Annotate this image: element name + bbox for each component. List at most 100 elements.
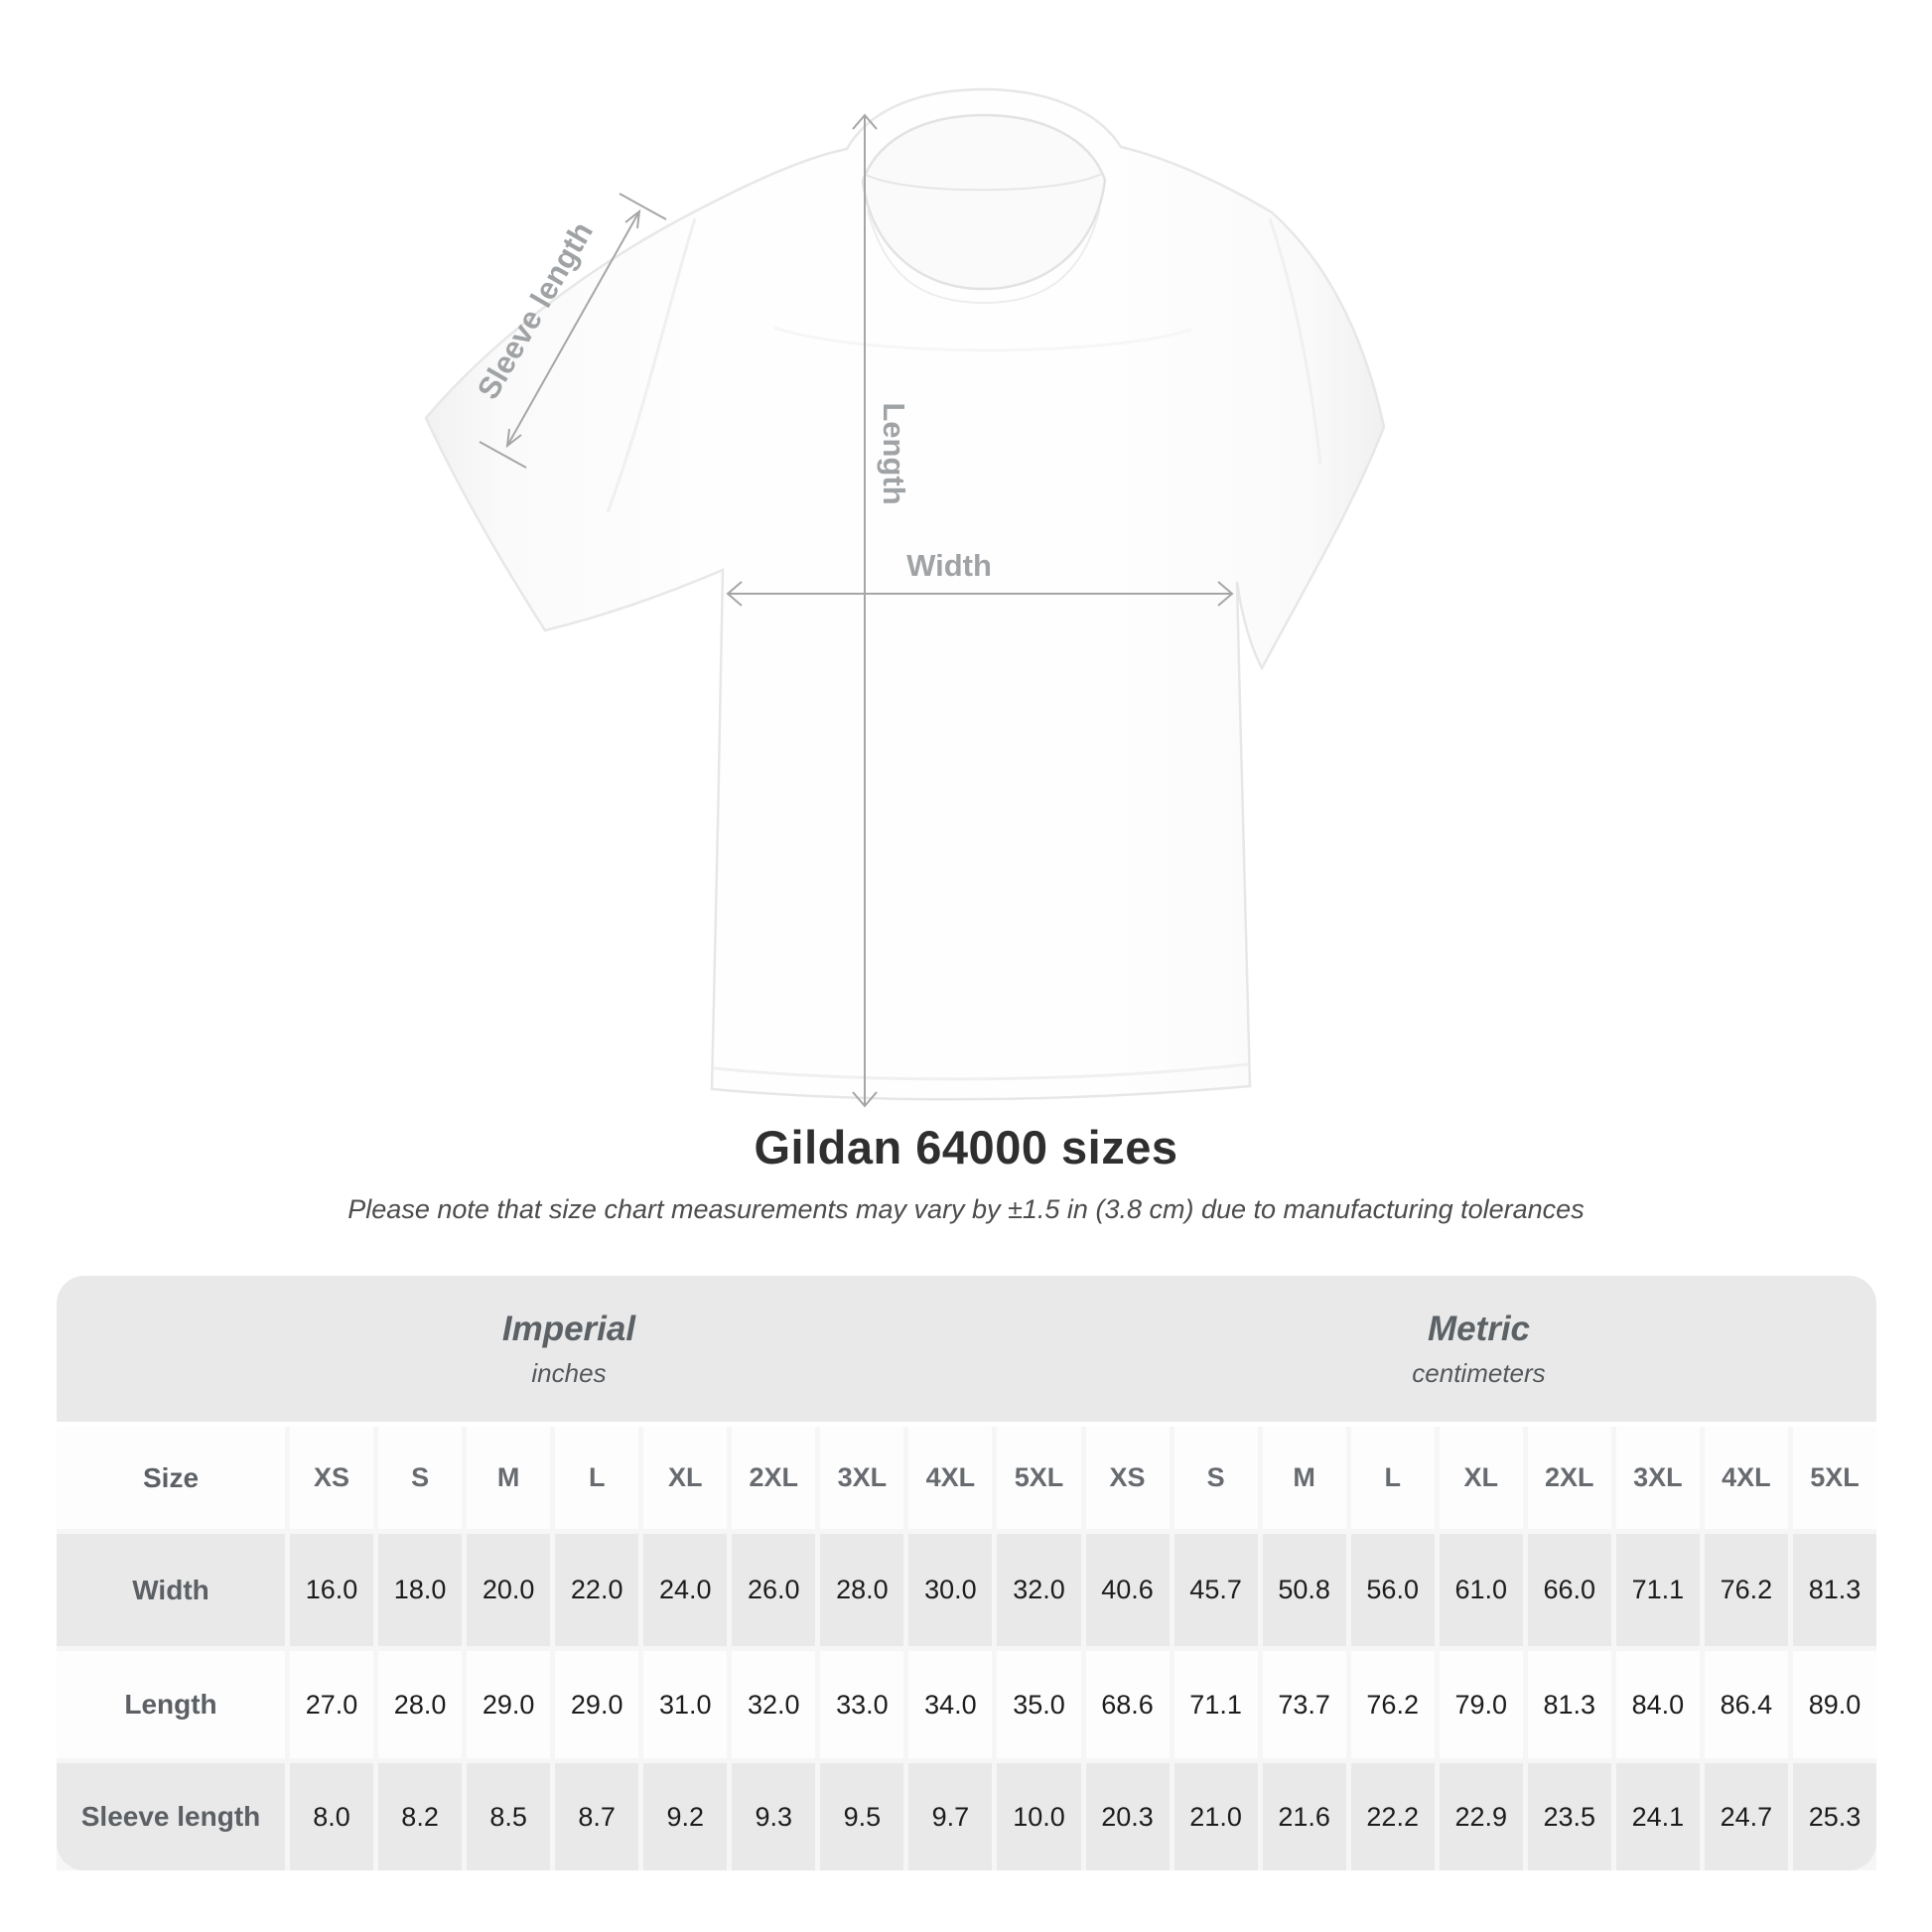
length-value: 27.0 <box>290 1651 374 1758</box>
imperial-header: Imperial inches <box>57 1276 1081 1422</box>
shirt-chest-wrinkle <box>773 326 1192 352</box>
sleeve-value: 10.0 <box>997 1763 1081 1870</box>
title-block: Gildan 64000 sizes Please note that size… <box>0 1120 1932 1225</box>
metric-title: Metric <box>1427 1309 1531 1348</box>
metric-subtitle: centimeters <box>1412 1357 1546 1388</box>
row-label-length: Length <box>57 1651 285 1758</box>
length-value: 89.0 <box>1792 1651 1876 1758</box>
metric-header: Metric centimeters <box>1081 1276 1876 1422</box>
length-value: 32.0 <box>732 1651 816 1758</box>
sleeve-length-dimension <box>479 193 667 469</box>
width-value: 28.0 <box>820 1534 904 1646</box>
sleeve-value: 8.2 <box>378 1763 463 1870</box>
row-label-sleeve-length: Sleeve length <box>57 1763 285 1870</box>
imperial-subtitle: inches <box>531 1357 607 1388</box>
size-cell: 3XL <box>820 1427 904 1529</box>
shirt-right-sleeve-seam <box>1268 217 1322 466</box>
width-value: 24.0 <box>643 1534 728 1646</box>
unit-header-band: Imperial inches Metric centimeters <box>57 1276 1876 1422</box>
width-value: 45.7 <box>1173 1534 1258 1646</box>
size-cell: XS <box>290 1427 374 1529</box>
imperial-title: Imperial <box>501 1309 636 1348</box>
length-value: 35.0 <box>997 1651 1081 1758</box>
width-value: 56.0 <box>1350 1534 1435 1646</box>
shirt-hem-seam <box>713 1062 1249 1081</box>
length-value: 86.4 <box>1704 1651 1788 1758</box>
length-value: 84.0 <box>1615 1651 1700 1758</box>
width-value: 50.8 <box>1262 1534 1346 1646</box>
size-cell: 4XL <box>908 1427 993 1529</box>
width-value: 71.1 <box>1615 1534 1700 1646</box>
shirt-neck-seam <box>867 207 1101 305</box>
width-value: 16.0 <box>290 1534 374 1646</box>
length-value: 29.0 <box>555 1651 639 1758</box>
size-cell: XL <box>1439 1427 1523 1529</box>
shirt-diagram: Length Width Sleeve length <box>424 87 1386 1108</box>
row-label-size: Size <box>57 1427 285 1529</box>
sleeve-value: 24.7 <box>1704 1763 1788 1870</box>
width-value: 32.0 <box>997 1534 1081 1646</box>
length-value: 79.0 <box>1439 1651 1523 1758</box>
sleeve-value: 9.2 <box>643 1763 728 1870</box>
length-value: 71.1 <box>1173 1651 1258 1758</box>
length-value: 81.3 <box>1527 1651 1611 1758</box>
sleeve-value: 9.7 <box>908 1763 993 1870</box>
sleeve-value: 9.3 <box>732 1763 816 1870</box>
sleeve-value: 22.9 <box>1439 1763 1523 1870</box>
sleeve-value: 9.5 <box>820 1763 904 1870</box>
length-value: 34.0 <box>908 1651 993 1758</box>
width-value: 18.0 <box>378 1534 463 1646</box>
size-cell: XS <box>1085 1427 1170 1529</box>
length-label: Length <box>877 402 911 504</box>
size-table-panel: Imperial inches Metric centimeters Size … <box>57 1276 1876 1870</box>
size-cell: 5XL <box>1792 1427 1876 1529</box>
length-value: 29.0 <box>467 1651 551 1758</box>
page-title: Gildan 64000 sizes <box>754 1121 1178 1173</box>
width-value: 76.2 <box>1704 1534 1788 1646</box>
shirt-collar <box>861 113 1107 291</box>
shirt-collar-seam <box>865 173 1103 192</box>
sleeve-value: 23.5 <box>1527 1763 1611 1870</box>
tolerance-note: Please note that size chart measurements… <box>347 1194 1585 1224</box>
width-value: 40.6 <box>1085 1534 1170 1646</box>
sleeve-value: 22.2 <box>1350 1763 1435 1870</box>
length-dimension <box>852 113 878 1108</box>
width-value: 30.0 <box>908 1534 993 1646</box>
size-cell: M <box>467 1427 551 1529</box>
length-value: 28.0 <box>378 1651 463 1758</box>
sleeve-value: 8.0 <box>290 1763 374 1870</box>
sleeve-value: 21.0 <box>1173 1763 1258 1870</box>
size-cell: 2XL <box>1527 1427 1611 1529</box>
sleeve-value: 8.7 <box>555 1763 639 1870</box>
length-value: 33.0 <box>820 1651 904 1758</box>
shirt-left-sleeve-seam <box>606 217 697 513</box>
size-cell: S <box>1173 1427 1258 1529</box>
width-value: 22.0 <box>555 1534 639 1646</box>
sleeve-value: 21.6 <box>1262 1763 1346 1870</box>
width-dimension <box>726 581 1234 607</box>
width-value: 61.0 <box>1439 1534 1523 1646</box>
size-cell: 2XL <box>732 1427 816 1529</box>
size-table: Size XS S M L XL 2XL 3XL 4XL 5XL XS S M … <box>57 1427 1876 1870</box>
size-cell: S <box>378 1427 463 1529</box>
width-value: 81.3 <box>1792 1534 1876 1646</box>
length-value: 31.0 <box>643 1651 728 1758</box>
size-cell: M <box>1262 1427 1346 1529</box>
size-cell: XL <box>643 1427 728 1529</box>
sleeve-value: 20.3 <box>1085 1763 1170 1870</box>
width-value: 26.0 <box>732 1534 816 1646</box>
width-label: Width <box>906 548 992 583</box>
length-value: 73.7 <box>1262 1651 1346 1758</box>
size-cell: L <box>1350 1427 1435 1529</box>
size-cell: 4XL <box>1704 1427 1788 1529</box>
row-label-width: Width <box>57 1534 285 1646</box>
sleeve-value: 8.5 <box>467 1763 551 1870</box>
width-value: 20.0 <box>467 1534 551 1646</box>
width-value: 66.0 <box>1527 1534 1611 1646</box>
size-cell: 3XL <box>1615 1427 1700 1529</box>
sleeve-value: 24.1 <box>1615 1763 1700 1870</box>
sleeve-value: 25.3 <box>1792 1763 1876 1870</box>
length-value: 76.2 <box>1350 1651 1435 1758</box>
size-cell: 5XL <box>997 1427 1081 1529</box>
